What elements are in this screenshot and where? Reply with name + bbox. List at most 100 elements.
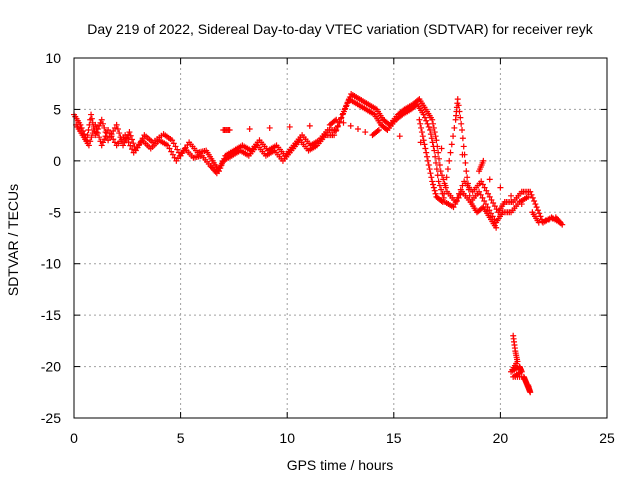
data-point [525,193,532,200]
data-point [374,128,381,135]
data-point [459,127,466,133]
data-point [362,129,369,136]
data-point [508,192,515,199]
data-point [110,128,117,135]
data-point [92,121,99,128]
data-point [340,108,347,115]
data-point [88,134,95,141]
data-point [440,176,447,183]
data-point [450,133,457,140]
data-point [84,132,91,139]
data-point [437,168,444,175]
data-point [78,124,85,131]
data-point [85,127,92,133]
y-tick-label: -15 [41,307,61,323]
data-point [430,124,437,131]
data-point [466,192,473,199]
data-point [430,184,437,191]
data-point [438,186,445,193]
data-point [476,188,483,195]
data-point [436,182,443,189]
data-point [456,108,463,115]
data-point [424,157,431,164]
y-axis-label: SDTVAR / TECUs [5,184,21,296]
x-tick-label: 15 [386,430,402,446]
data-point [463,168,470,175]
data-point [85,142,92,149]
data-point [528,191,535,198]
data-point [428,135,435,142]
data-point [424,153,431,160]
data-point [127,132,134,139]
data-point [93,125,100,132]
data-point [125,139,132,146]
data-point [542,217,549,224]
data-point [419,133,426,140]
data-point [101,124,108,131]
data-point [443,174,450,181]
data-point [429,178,436,185]
data-point [454,96,461,103]
data-point [430,120,437,127]
data-point [339,111,346,118]
data-point [172,143,179,150]
data-point [122,132,129,139]
data-point [529,194,536,201]
data-point [423,149,430,156]
chart-title: Day 219 of 2022, Sidereal Day-to-day VTE… [87,21,593,37]
data-point [417,120,424,127]
data-point [121,139,128,146]
y-tick-label: 10 [45,50,61,66]
data-point [246,125,253,132]
data-points [71,91,566,396]
data-point [416,116,423,123]
data-point [422,145,429,152]
data-point [98,142,105,149]
data-point [465,186,472,193]
plot-frame [73,57,608,419]
data-point [127,142,134,149]
data-point [430,181,437,188]
data-point [446,157,453,164]
data-point [99,139,106,146]
data-point [418,129,425,136]
x-tick-label: 20 [493,430,509,446]
y-tick-label: -10 [41,256,61,272]
data-point [123,135,130,142]
data-point [375,127,382,133]
data-point [453,197,460,204]
data-point [111,124,118,131]
y-tick-label: -25 [41,410,61,426]
data-point [435,155,442,162]
data-point [488,196,495,203]
data-point [340,119,347,126]
data-point [331,132,338,139]
data-point [111,139,118,146]
data-point [432,153,439,160]
data-point [105,137,112,144]
data-point [462,159,469,166]
data-point [455,194,462,201]
x-tick-labels: 0 5 10 15 20 25 [70,430,615,446]
data-point [354,125,361,132]
data-point [105,127,112,133]
data-point [464,174,471,181]
data-point [423,117,430,124]
data-point [431,187,438,194]
data-point [489,213,496,220]
data-point [430,143,437,150]
data-point [342,105,349,112]
data-point [114,125,121,132]
data-point [417,139,424,146]
data-point [431,147,438,154]
data-point [485,190,492,197]
data-point [333,116,340,123]
data-point [169,137,176,144]
y-tick-label: 5 [53,101,61,117]
data-point [546,216,553,223]
data-point [535,219,542,226]
x-axis-label: GPS time / hours [287,457,394,473]
data-point [451,124,458,131]
data-point [99,120,106,127]
